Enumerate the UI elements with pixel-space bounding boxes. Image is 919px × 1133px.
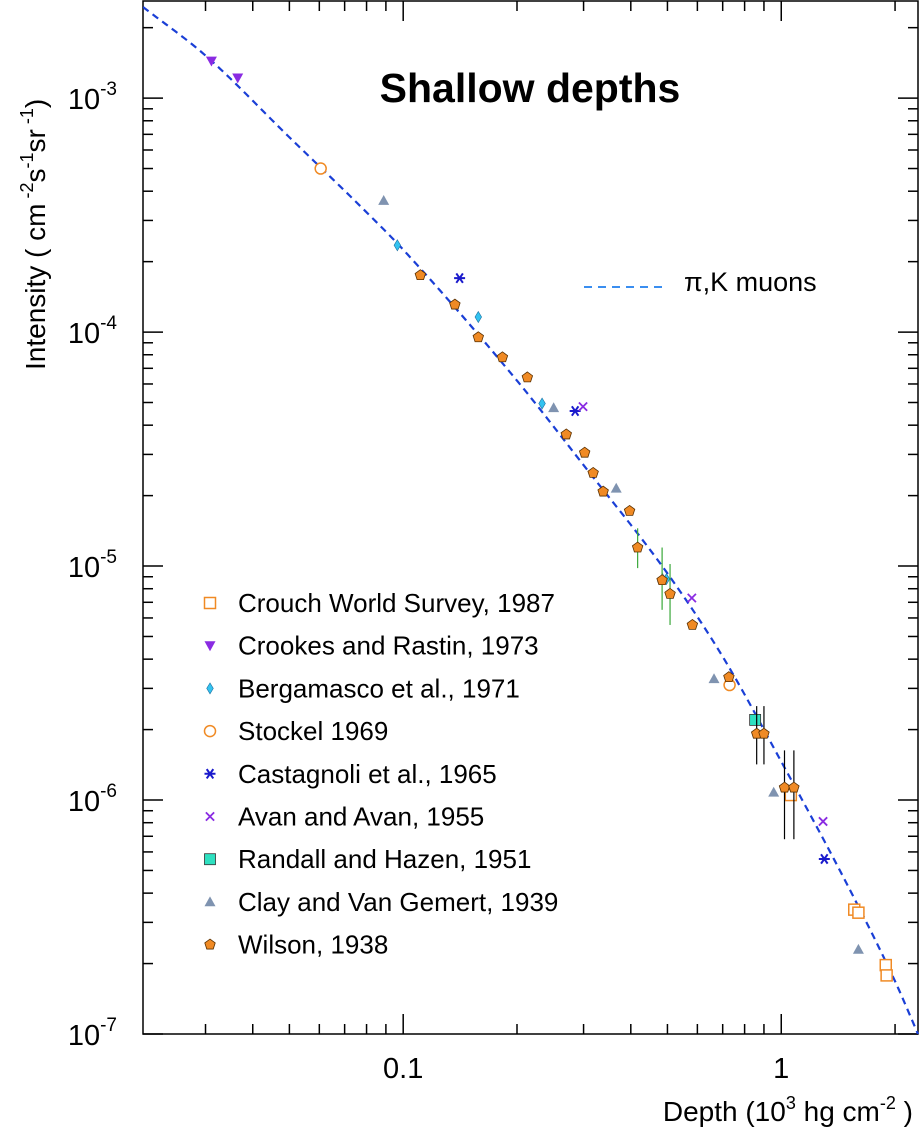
series-2 bbox=[393, 239, 671, 586]
y-tick-label: 10-6 bbox=[68, 781, 117, 818]
y-tick-label-exponent: -4 bbox=[100, 313, 117, 334]
data-point bbox=[768, 786, 780, 797]
data-point bbox=[538, 397, 546, 410]
y-tick-label-base: 10 bbox=[68, 84, 100, 116]
legend-marker bbox=[204, 853, 216, 866]
y-tick-label: 10-3 bbox=[68, 79, 117, 116]
legend-marker bbox=[203, 596, 217, 610]
data-point bbox=[496, 351, 509, 363]
data-point bbox=[852, 943, 864, 954]
legend-label: Stockel 1969 bbox=[238, 716, 388, 746]
model-curve-group bbox=[143, 6, 919, 1034]
data-point bbox=[560, 428, 572, 440]
plot-frame bbox=[142, 0, 919, 1035]
series-8 bbox=[414, 269, 800, 840]
legend-label: Castagnoli et al., 1965 bbox=[238, 759, 497, 789]
legend-marker bbox=[206, 682, 214, 695]
y-tick-label-base: 10 bbox=[68, 1020, 100, 1052]
series-5 bbox=[578, 401, 828, 827]
data-point bbox=[314, 162, 327, 175]
data-point bbox=[597, 485, 609, 497]
y-tick-label: 10-5 bbox=[68, 547, 117, 584]
data-point bbox=[449, 298, 461, 310]
legend-label: Crouch World Survey, 1987 bbox=[238, 588, 555, 618]
data-point bbox=[472, 331, 485, 343]
y-tick-label-exponent: -7 bbox=[100, 1015, 117, 1036]
data-point bbox=[852, 906, 865, 919]
data-point bbox=[578, 401, 588, 412]
y-tick-label-base: 10 bbox=[68, 786, 100, 818]
series-1 bbox=[205, 56, 244, 84]
series-7 bbox=[378, 195, 864, 954]
data-point bbox=[686, 618, 699, 630]
data-point bbox=[631, 541, 644, 553]
model-curve-pi-k-muons bbox=[143, 6, 919, 1034]
data-point bbox=[205, 56, 217, 67]
data-point bbox=[454, 272, 466, 284]
series-3 bbox=[314, 162, 736, 692]
legend-label: Bergamasco et al., 1971 bbox=[238, 673, 520, 703]
legend-label: Randall and Hazen, 1951 bbox=[238, 844, 531, 874]
y-axis-title: Intensity ( cm -2s-1sr -1) bbox=[17, 99, 51, 370]
data-point bbox=[623, 504, 636, 516]
data-point bbox=[818, 816, 828, 827]
data-points bbox=[205, 56, 893, 982]
data-point bbox=[578, 446, 591, 458]
y-tick-label-base: 10 bbox=[68, 318, 100, 350]
legend-label: Wilson, 1938 bbox=[238, 930, 388, 960]
data-point bbox=[587, 466, 599, 478]
x-tick-label: 1 bbox=[773, 1053, 789, 1085]
data-point bbox=[687, 593, 697, 603]
legend-marker bbox=[203, 724, 217, 738]
legend-marker bbox=[204, 938, 216, 950]
data-point bbox=[521, 371, 534, 383]
y-tick-label-exponent: -5 bbox=[100, 547, 117, 568]
legend-label: Clay and Van Gemert, 1939 bbox=[238, 887, 558, 917]
legend-marker bbox=[204, 896, 216, 907]
y-tick-label-base: 10 bbox=[68, 552, 100, 584]
chart-title: Shallow depths bbox=[380, 65, 681, 111]
data-point bbox=[723, 671, 735, 683]
data-point bbox=[232, 73, 244, 84]
data-point bbox=[818, 853, 830, 865]
legend-marker bbox=[204, 768, 216, 780]
data-point bbox=[879, 958, 893, 972]
y-tick-label: 10-4 bbox=[68, 313, 118, 350]
legend-marker bbox=[205, 811, 215, 822]
model-legend-label: π,K muons bbox=[684, 267, 817, 297]
legend-label: Crookes and Rastin, 1973 bbox=[238, 631, 539, 661]
data-point bbox=[880, 969, 893, 982]
legend-label: Avan and Avan, 1955 bbox=[238, 802, 484, 832]
data-point bbox=[610, 482, 622, 493]
data-point bbox=[664, 587, 676, 599]
x-tick-label: 0.1 bbox=[383, 1053, 423, 1085]
data-point bbox=[474, 310, 482, 324]
axis-ticks: 0.1 110-310-410-510-610-7 bbox=[68, 1, 918, 1085]
data-point bbox=[569, 405, 581, 417]
data-point bbox=[393, 239, 401, 252]
data-point bbox=[708, 673, 720, 684]
data-point bbox=[749, 714, 762, 726]
legend-marker bbox=[204, 641, 216, 652]
data-point bbox=[778, 781, 791, 793]
model-legend: π,K muons bbox=[584, 267, 817, 297]
y-tick-label-exponent: -3 bbox=[100, 79, 117, 100]
data-point bbox=[414, 269, 427, 281]
legend: Crouch World Survey, 1987 Crookes and Ras… bbox=[203, 588, 558, 960]
series-6 bbox=[749, 714, 762, 726]
x-axis-title: Depth (103 hg cm-2 ) bbox=[663, 1093, 913, 1127]
data-point bbox=[758, 727, 770, 739]
data-point bbox=[788, 781, 800, 793]
data-point bbox=[656, 574, 668, 586]
series-0 bbox=[784, 788, 893, 982]
y-tick-label: 10-7 bbox=[68, 1015, 117, 1052]
data-point bbox=[548, 402, 560, 413]
data-point bbox=[378, 195, 390, 205]
series-4 bbox=[454, 272, 830, 865]
y-tick-label-exponent: -6 bbox=[100, 781, 117, 802]
